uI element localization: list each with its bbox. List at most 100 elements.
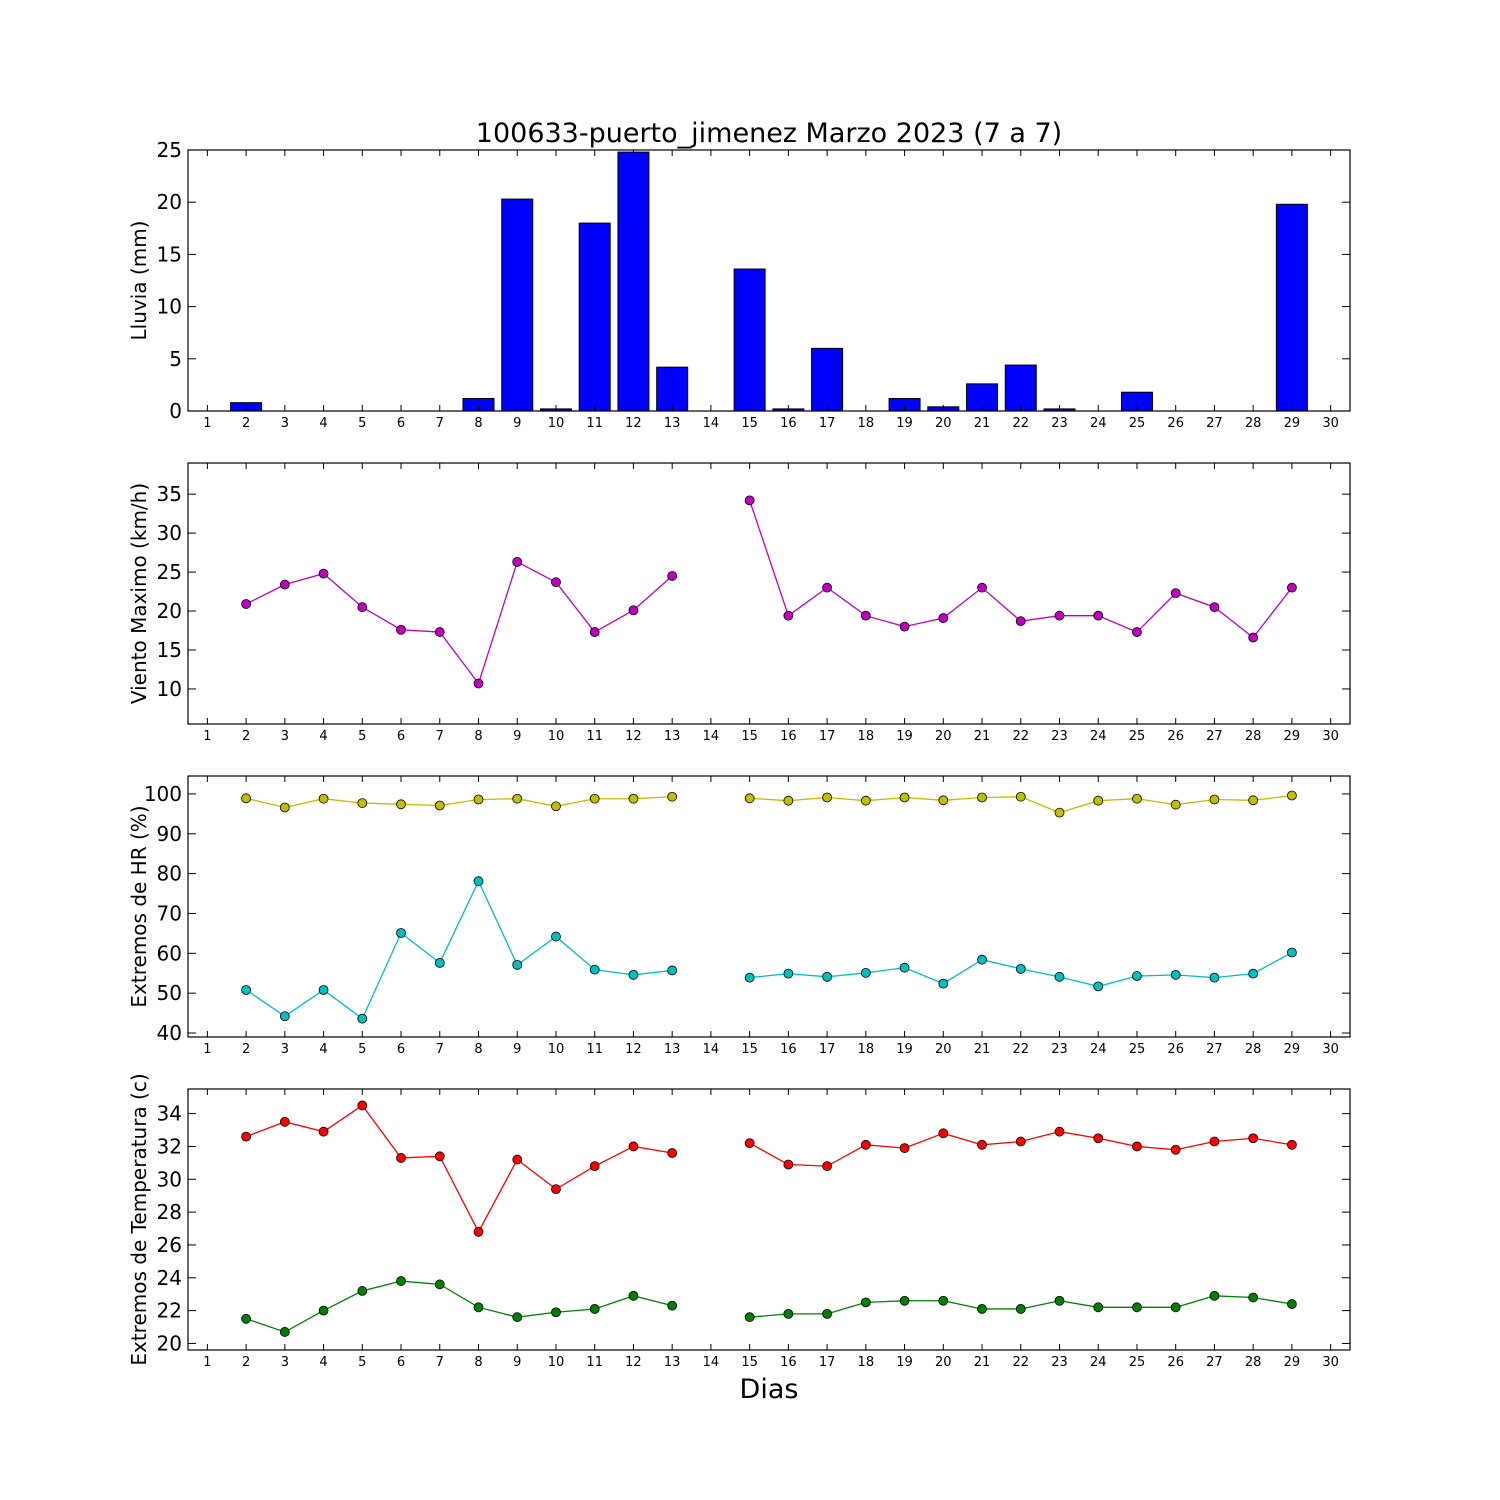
wind-xtick-label-22: 22 <box>1012 729 1029 744</box>
wind-xtick-label-11: 11 <box>586 729 603 744</box>
wind-xtick-label-9: 9 <box>513 729 521 744</box>
rainfall-xtick-label-5: 5 <box>358 416 366 431</box>
temperature-series-1-point-day-17 <box>822 1161 832 1172</box>
wind-xtick-label-4: 4 <box>319 729 327 744</box>
wind-series-1-point-day-8 <box>473 678 484 689</box>
temperature-series-1-point-day-3 <box>279 1116 290 1127</box>
wind-series-1-point-day-28 <box>1248 632 1259 643</box>
temperature-xtick-label-11: 11 <box>586 1355 603 1370</box>
wind-series-1-point-day-27 <box>1209 602 1220 613</box>
rainfall-xtick-label-3: 3 <box>281 416 289 431</box>
humidity-series-2-point-day-3 <box>279 1011 290 1022</box>
wind-xtick-label-6: 6 <box>397 729 405 744</box>
humidity-xtick-label-18: 18 <box>858 1042 875 1057</box>
rainfall-bar-day-17 <box>811 347 844 412</box>
rainfall-xtick-label-28: 28 <box>1245 416 1262 431</box>
wind-series-1-point-day-18 <box>860 610 871 621</box>
wind-series-1-point-day-23 <box>1054 610 1065 621</box>
wind-xtick-label-24: 24 <box>1090 729 1107 744</box>
wind-xtick-label-19: 19 <box>896 729 913 744</box>
temperature-xtick-label-25: 25 <box>1129 1355 1146 1370</box>
wind-ytick-label-35: 35 <box>157 482 182 506</box>
temperature-xtick-label-28: 28 <box>1245 1355 1262 1370</box>
temperature-xtick-label-21: 21 <box>974 1355 991 1370</box>
panels: 1 2 3 4 5 6 7 8 9 10 11 12 13 14 15 16 17 18 19 20 21 22 23 24 2… <box>127 138 1351 1370</box>
wind-xtick-label-12: 12 <box>625 729 642 744</box>
temperature-ytick-label-34: 34 <box>157 1102 182 1126</box>
humidity-xtick-label-26: 26 <box>1167 1042 1184 1057</box>
humidity-series-1-point-day-9 <box>512 793 523 804</box>
temperature-series-2-point-day-29 <box>1287 1299 1297 1309</box>
temperature-series-1-point-day-27 <box>1209 1136 1220 1147</box>
wind-series-1-point-day-21 <box>977 582 987 593</box>
chart-title: 100633-puerto_jimenez Marzo 2023 (7 a 7) <box>476 118 1062 149</box>
wind-panel: 1 2 3 4 5 6 7 8 9 10 11 12 13 14 15 16 17 18 19 20 21 22 23 24 2… <box>127 462 1351 744</box>
rainfall-xtick-label-19: 19 <box>896 416 913 431</box>
humidity-series-2-line-1 <box>245 879 673 1020</box>
temperature-xtick-label-5: 5 <box>358 1355 366 1370</box>
wind-series-1-point-day-9 <box>512 557 523 567</box>
temperature-series-2-point-day-25 <box>1132 1302 1142 1313</box>
temperature-ytick-label-20: 20 <box>157 1331 182 1355</box>
humidity-series-1-point-day-2 <box>241 793 252 804</box>
temperature-xtick-label-10: 10 <box>548 1355 565 1370</box>
humidity-xtick-label-10: 10 <box>548 1042 565 1057</box>
wind-xtick-label-3: 3 <box>281 729 289 744</box>
humidity-series-1-point-day-24 <box>1093 795 1104 806</box>
humidity-series-2-point-day-20 <box>938 978 949 989</box>
rainfall-xtick-label-22: 22 <box>1012 416 1029 431</box>
temperature-series-1-point-day-22 <box>1015 1136 1026 1147</box>
temperature-series-1-point-day-15 <box>744 1138 755 1149</box>
temperature-series-2-point-day-24 <box>1093 1302 1104 1313</box>
humidity-series-1-point-day-17 <box>822 792 832 803</box>
wind-xtick-label-10: 10 <box>548 729 565 744</box>
humidity-series-1-line-1 <box>245 796 673 809</box>
humidity-series-1-point-day-23 <box>1054 807 1065 818</box>
temperature-panel: 1 2 3 4 5 6 7 8 9 10 11 12 13 14 15 16 17 18 19 20 21 22 23 24 2… <box>127 1073 1351 1370</box>
rainfall-bar-day-12 <box>617 151 650 412</box>
wind-series-1-point-day-12 <box>628 605 639 616</box>
temperature-series-2-point-day-6 <box>396 1276 406 1286</box>
humidity-series-2-point-day-13 <box>667 965 678 976</box>
rainfall-xtick-label-23: 23 <box>1051 416 1068 431</box>
temperature-series-1-point-day-20 <box>938 1128 949 1139</box>
temperature-series-2-point-day-5 <box>357 1286 368 1296</box>
wind-xtick-label-28: 28 <box>1245 729 1262 744</box>
temperature-series-1-point-day-25 <box>1132 1141 1142 1152</box>
humidity-series-2-point-day-23 <box>1054 971 1065 982</box>
temperature-xtick-label-7: 7 <box>436 1355 444 1370</box>
wind-xtick-label-17: 17 <box>819 729 836 744</box>
wind-xtick-label-16: 16 <box>780 729 797 744</box>
wind-xtick-label-5: 5 <box>358 729 366 744</box>
wind-series-1-point-day-16 <box>783 610 794 621</box>
rainfall-ytick-label-25: 25 <box>157 138 182 162</box>
temperature-series-1-point-day-29 <box>1287 1139 1297 1150</box>
wind-xtick-label-26: 26 <box>1167 729 1184 744</box>
rainfall-ytick-label-5: 5 <box>169 347 182 371</box>
temperature-series-2-point-day-16 <box>783 1308 794 1319</box>
humidity-ytick-label-80: 80 <box>157 862 182 886</box>
temperature-series-1-point-day-4 <box>318 1126 329 1137</box>
humidity-ytick-label-100: 100 <box>144 782 182 806</box>
rainfall-xtick-label-8: 8 <box>474 416 482 431</box>
wind-series-1-point-day-26 <box>1170 588 1181 599</box>
temperature-xtick-label-24: 24 <box>1090 1355 1107 1370</box>
humidity-xtick-label-1: 1 <box>203 1042 211 1057</box>
temperature-xtick-label-9: 9 <box>513 1355 521 1370</box>
wind-xtick-label-14: 14 <box>703 729 720 744</box>
wind-xtick-label-23: 23 <box>1051 729 1068 744</box>
humidity-series-1-point-day-22 <box>1015 791 1026 802</box>
rainfall-xtick-label-10: 10 <box>548 416 565 431</box>
rainfall-xtick-label-21: 21 <box>974 416 991 431</box>
humidity-series-1-point-day-6 <box>396 799 406 810</box>
wind-series-1-point-day-3 <box>279 579 290 590</box>
rainfall-xtick-label-29: 29 <box>1284 416 1301 431</box>
rainfall-bar-day-29 <box>1275 203 1308 412</box>
rainfall-xtick-label-24: 24 <box>1090 416 1107 431</box>
temperature-series-1-point-day-10 <box>551 1184 561 1195</box>
humidity-xtick-label-19: 19 <box>896 1042 913 1057</box>
temperature-series-2-point-day-10 <box>551 1307 561 1318</box>
temperature-series-2-point-day-18 <box>860 1297 871 1308</box>
temperature-xtick-label-23: 23 <box>1051 1355 1068 1370</box>
rainfall-xtick-label-9: 9 <box>513 416 521 431</box>
